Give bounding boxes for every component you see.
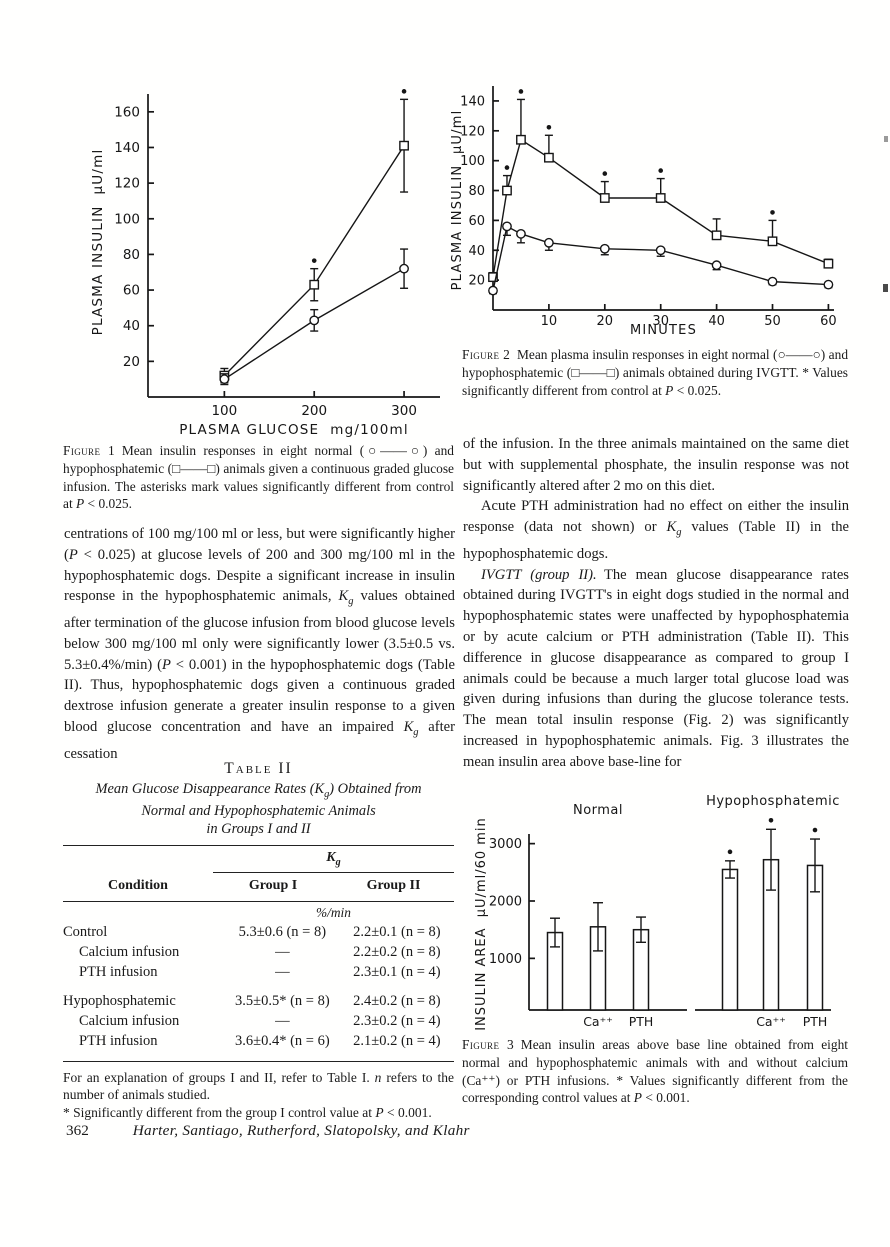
- svg-text:60: 60: [123, 283, 140, 299]
- col-header-group1: Group I: [248, 878, 298, 894]
- svg-text:60: 60: [820, 314, 837, 329]
- svg-text:80: 80: [123, 247, 140, 263]
- table-subtitle-line: Mean Glucose Disappearance Rates (Kg) Ob…: [95, 781, 422, 800]
- svg-text:PTH: PTH: [629, 1014, 654, 1029]
- table-rule-bottom: [63, 1060, 454, 1062]
- running-authors: Harter, Santiago, Rutherford, Slatopolsk…: [132, 1122, 470, 1139]
- svg-text:PLASMA GLUCOSE mg/100ml: PLASMA GLUCOSE mg/100ml: [179, 422, 409, 438]
- table-2: Table II Mean Glucose Disappearance Rate…: [63, 760, 454, 1121]
- table-footnote: * Significantly different from the group…: [63, 1104, 432, 1120]
- svg-text:40: 40: [708, 314, 725, 329]
- kg-spanner: Kg: [326, 850, 341, 868]
- table-footnotes: For an explanation of groups I and II, r…: [63, 1069, 454, 1122]
- svg-text:140: 140: [460, 94, 485, 109]
- spanner-rule: [213, 872, 454, 874]
- table-row: Hypophosphatemic 3.5±0.5* (n = 8) 2.4±0.2 …: [63, 993, 441, 1010]
- paragraph: of the infusion. In the three animals ma…: [463, 436, 849, 494]
- table-row: PTH infusion 3.6±0.4* (n = 6) 2.1±0.2 (n =…: [79, 1033, 441, 1050]
- svg-text:3000: 3000: [489, 837, 522, 852]
- svg-text:20: 20: [123, 354, 140, 370]
- right-column-text: of the infusion. In the three animals ma…: [463, 434, 849, 773]
- svg-text:Normal: Normal: [573, 803, 623, 818]
- svg-text:160: 160: [114, 104, 140, 120]
- svg-text:30: 30: [652, 314, 669, 329]
- svg-text:1000: 1000: [489, 952, 522, 967]
- svg-text:MINUTES: MINUTES: [630, 323, 697, 338]
- table-subtitle-line: in Groups I and II: [206, 820, 311, 837]
- svg-text:40: 40: [123, 318, 140, 334]
- svg-text:50: 50: [764, 314, 781, 329]
- table-row: PTH infusion —2.3±0.1 (n = 4): [79, 963, 441, 980]
- svg-text:120: 120: [114, 176, 140, 192]
- table-title: Table II: [224, 760, 293, 777]
- paragraph: Acute PTH administration had no effect o…: [463, 498, 849, 562]
- svg-text:200: 200: [301, 403, 327, 419]
- svg-text:100: 100: [211, 403, 237, 419]
- table-rule-header: [63, 901, 454, 903]
- svg-text:40: 40: [468, 244, 485, 259]
- table-row: Calcium infusion —2.3±0.2 (n = 4): [79, 1013, 441, 1030]
- table-2-grid: Control 5.3±0.6 (n = 8) 2.2±0.1 (n = 8) Cal…: [63, 922, 454, 1052]
- table-subtitle: Mean Glucose Disappearance Rates (Kg) Ob…: [63, 781, 454, 838]
- svg-text:10: 10: [541, 314, 558, 329]
- table-rule-top: [63, 845, 454, 847]
- svg-text:2000: 2000: [489, 895, 522, 910]
- svg-text:20: 20: [468, 274, 485, 289]
- svg-text:PLASMA INSULIN µU/ml: PLASMA INSULIN µU/ml: [450, 110, 465, 291]
- svg-text:80: 80: [468, 184, 485, 199]
- svg-text:60: 60: [468, 214, 485, 229]
- svg-text:140: 140: [114, 140, 140, 156]
- svg-text:PLASMA INSULIN µU/ml: PLASMA INSULIN µU/ml: [90, 149, 106, 336]
- figure1-caption: Figure 1 Mean insulin responses in eight…: [63, 443, 454, 512]
- page-footer: 362 Harter, Santiago, Rutherford, Slatopo…: [66, 1122, 846, 1140]
- table-body: Control 5.3±0.6 (n = 8) 2.2±0.1 (n = 8) Cal…: [63, 922, 454, 1052]
- svg-text:100: 100: [460, 154, 485, 169]
- scan-artifact: [883, 284, 888, 292]
- svg-text:300: 300: [391, 403, 417, 419]
- col-header-group2: Group II: [366, 878, 421, 894]
- paragraph: IVGTT (group II). The mean glucose disap…: [463, 566, 849, 770]
- svg-text:PTH: PTH: [803, 1014, 828, 1029]
- svg-text:120: 120: [460, 124, 485, 139]
- figure2-line-chart: 20 40 60 80 100 120 140 10 20 30 40 50 60 MINUTES PLAS…: [450, 86, 837, 338]
- table-row: Calcium infusion —2.2±0.2 (n = 8): [79, 943, 441, 960]
- svg-text:INSULIN AREA µU/ml/60 min: INSULIN AREA µU/ml/60 min: [474, 817, 489, 1031]
- left-column-text: centrations of 100 mg/100 ml or less, bu…: [64, 524, 455, 765]
- table-footnote: For an explanation of groups I and II, r…: [63, 1069, 455, 1103]
- scan-artifact: [884, 136, 888, 142]
- unit-label: %/min: [316, 905, 351, 921]
- svg-text:100: 100: [114, 211, 140, 227]
- svg-text:Hypophosphatemic: Hypophosphatemic: [706, 794, 840, 809]
- svg-text:20: 20: [597, 314, 614, 329]
- svg-text:Ca⁺⁺: Ca⁺⁺: [583, 1014, 613, 1029]
- table-row: Control 5.3±0.6 (n = 8) 2.2±0.1 (n = 8): [63, 923, 441, 940]
- table-subtitle-line: Normal and Hypophosphatemic Animals: [141, 803, 376, 820]
- page-number: 362: [66, 1122, 89, 1139]
- svg-text:Ca⁺⁺: Ca⁺⁺: [756, 1014, 786, 1029]
- figure2-caption: Figure 2 Mean plasma insulin responses i…: [462, 347, 849, 398]
- paragraph: centrations of 100 mg/100 ml or less, bu…: [64, 526, 455, 762]
- table-header: Kg Condition Group I Group II: [63, 846, 454, 901]
- figure1-line-chart: 20 40 60 80 100 120 140 160 100 200 300 PLASMA GLUC…: [90, 89, 440, 438]
- col-header-condition: Condition: [108, 878, 168, 894]
- figure3-caption: Figure 3 Mean insulin areas above base l…: [462, 1037, 848, 1106]
